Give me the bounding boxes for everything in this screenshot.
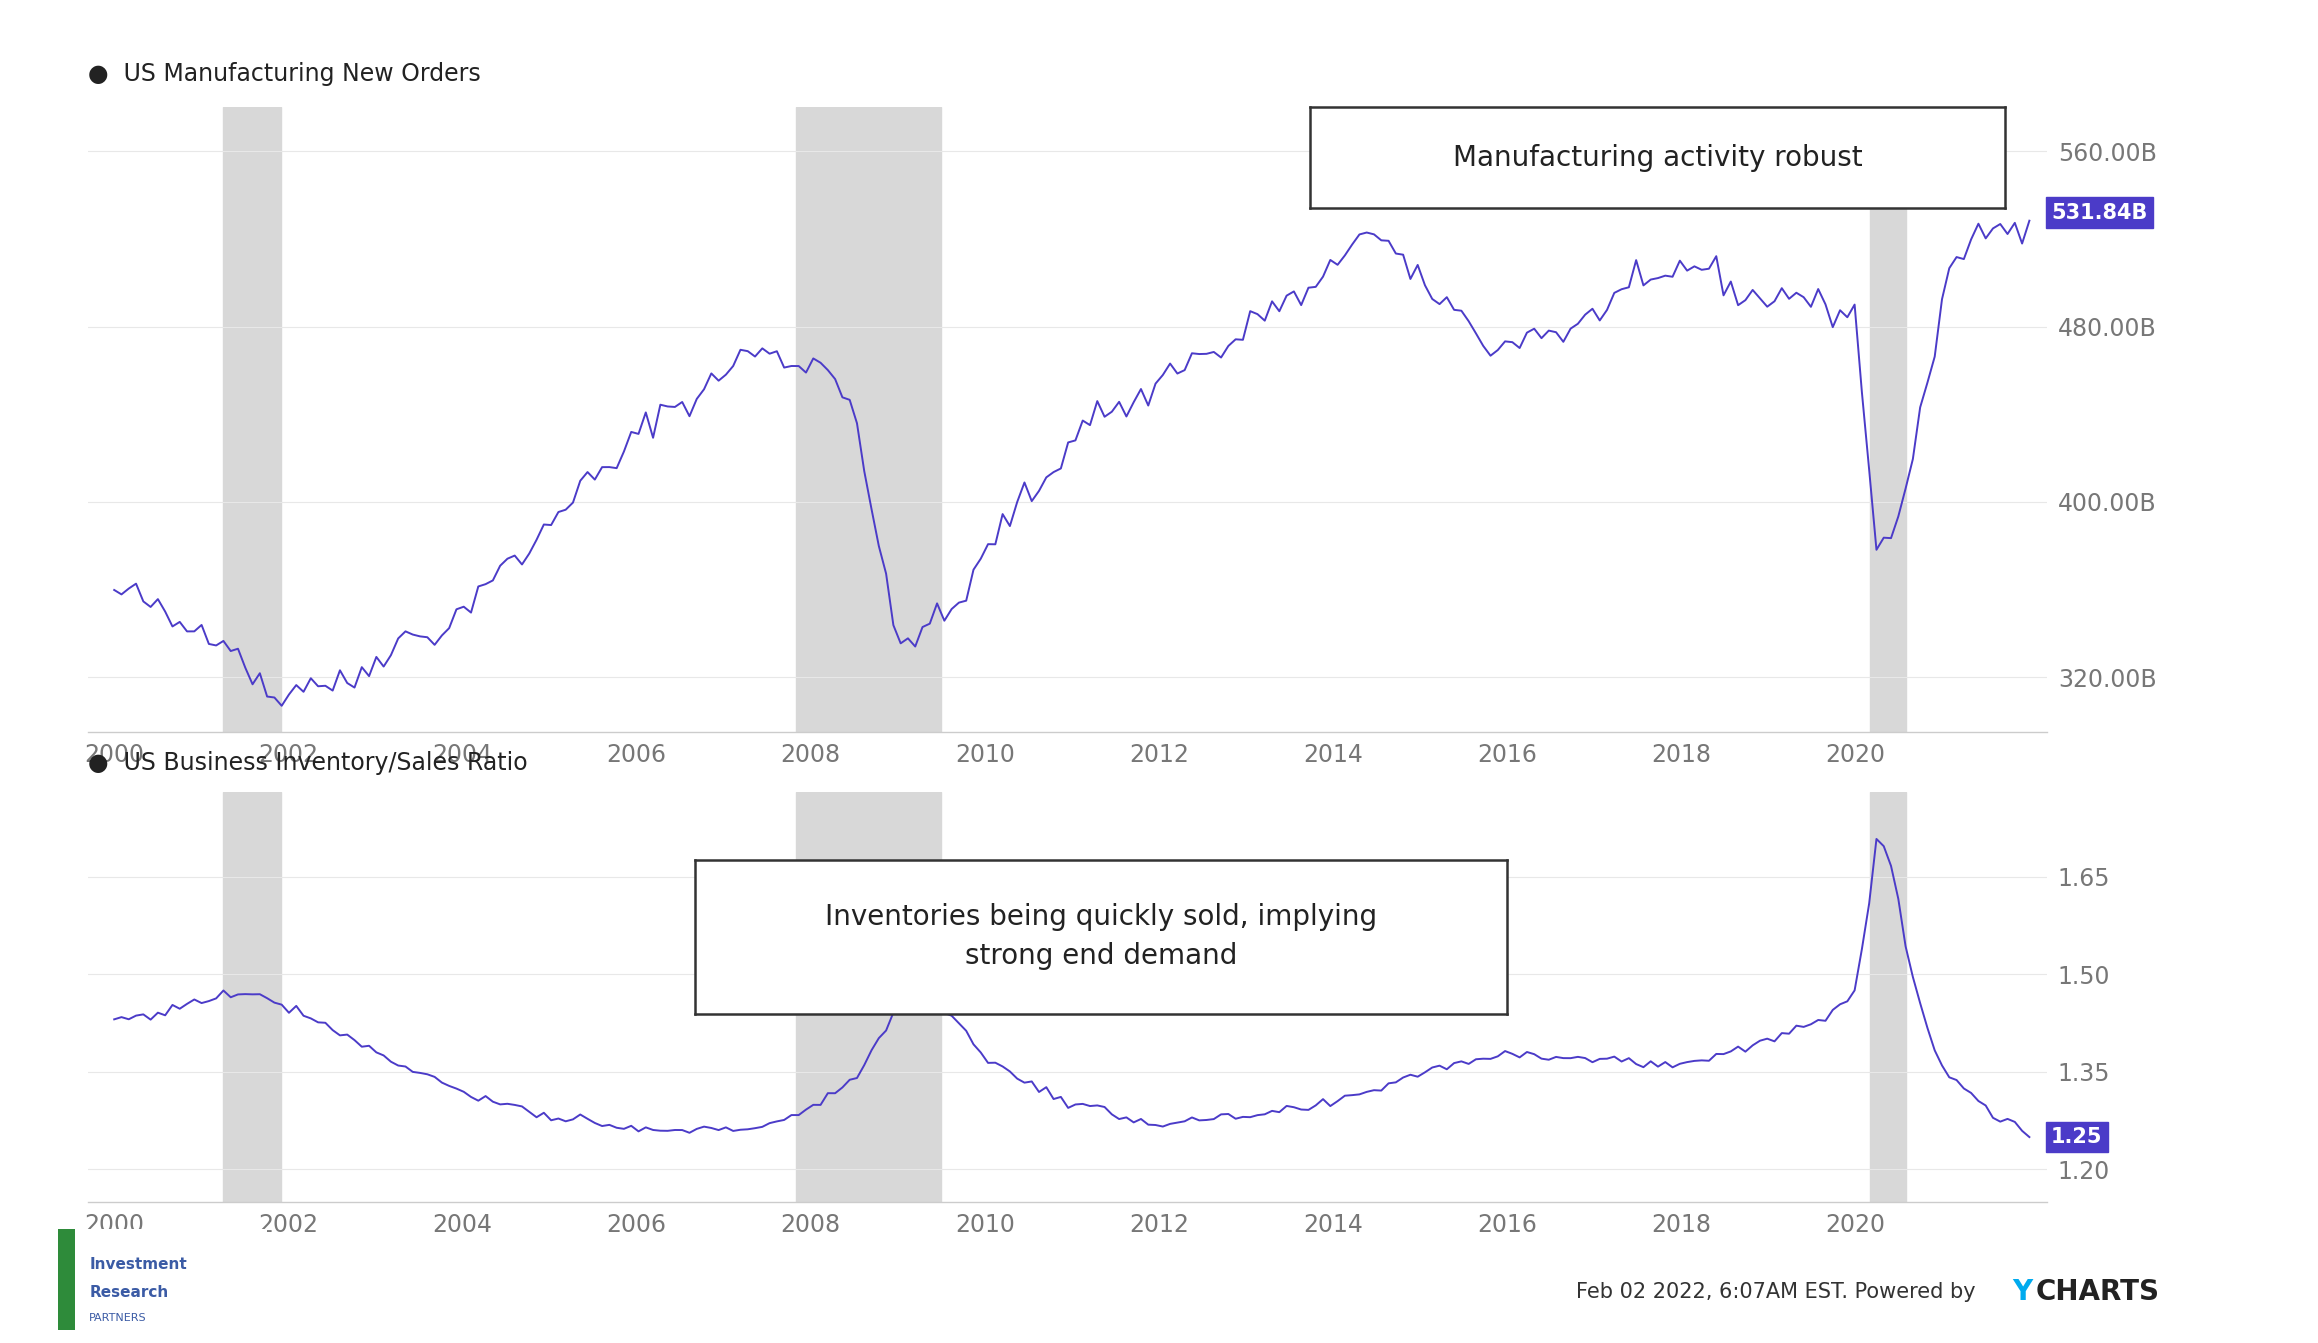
Text: ●  US Manufacturing New Orders: ● US Manufacturing New Orders [88,62,480,86]
Bar [1871,792,1905,1202]
Bar [795,792,941,1202]
Bar [223,107,280,732]
Text: ●  US Business Inventory/Sales Ratio: ● US Business Inventory/Sales Ratio [88,751,529,775]
Bar [223,792,280,1202]
Text: Inventories being quickly sold, implying
strong end demand: Inventories being quickly sold, implying… [825,904,1377,970]
Text: Feb 02 2022, 6:07AM EST. Powered by: Feb 02 2022, 6:07AM EST. Powered by [1576,1283,1982,1301]
Bar [58,1229,74,1330]
Text: Manufacturing activity robust: Manufacturing activity robust [1453,144,1861,172]
Text: Investment: Investment [88,1257,188,1272]
Bar [795,107,941,732]
Bar [1871,107,1905,732]
Text: CHARTS: CHARTS [2035,1279,2158,1305]
Text: 531.84B: 531.84B [2051,203,2146,223]
Text: Y: Y [2012,1279,2033,1305]
Text: 1.25: 1.25 [2051,1127,2102,1147]
Text: Research: Research [88,1285,169,1300]
Text: PARTNERS: PARTNERS [88,1313,146,1323]
